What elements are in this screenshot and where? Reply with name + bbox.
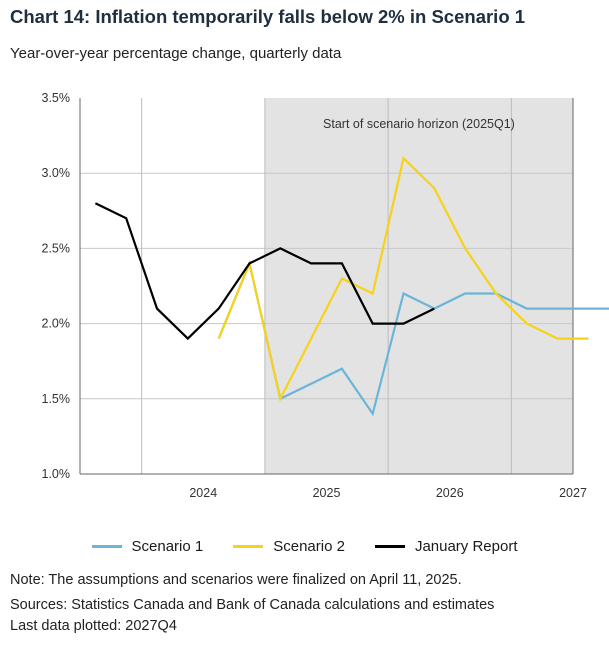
- chart-last-data: Last data plotted: 2027Q4: [10, 618, 177, 634]
- series-line-scenario-1: [217, 259, 609, 417]
- series-line-scenario-2: [217, 156, 589, 402]
- legend-item-january-report: January Report: [374, 538, 518, 555]
- legend-label-scenario-2: Scenario 2: [273, 538, 345, 555]
- scenario-horizon-annotation: Start of scenario horizon (2025Q1): [323, 117, 515, 131]
- chart-note: Note: The assumptions and scenarios were…: [10, 572, 462, 588]
- y-tick-label: 1.5%: [42, 392, 71, 406]
- y-tick-label: 3.5%: [42, 91, 71, 105]
- chart-title: Chart 14: Inflation temporarily falls be…: [10, 6, 526, 27]
- legend-item-scenario-2: Scenario 2: [233, 538, 345, 555]
- legend-label-january-report: January Report: [414, 538, 518, 555]
- y-tick-label: 2.0%: [42, 317, 71, 331]
- x-tick-label: 2026: [436, 486, 464, 500]
- x-tick-label: 2027: [559, 486, 587, 500]
- chart-sources: Sources: Statistics Canada and Bank of C…: [10, 597, 495, 613]
- chart-legend: Scenario 1 Scenario 2 January Report: [0, 538, 609, 555]
- x-tick-label: 2024: [189, 486, 217, 500]
- series-line-january-report: [94, 202, 435, 341]
- legend-swatch-scenario-1: [91, 545, 122, 548]
- y-tick-label: 1.0%: [42, 467, 71, 481]
- chart-subtitle: Year-over-year percentage change, quarte…: [10, 45, 342, 62]
- legend-item-scenario-1: Scenario 1: [91, 538, 204, 555]
- x-tick-label: 2025: [313, 486, 341, 500]
- y-tick-label: 3.0%: [42, 166, 71, 180]
- y-tick-label: 2.5%: [42, 241, 71, 255]
- legend-label-scenario-1: Scenario 1: [131, 538, 204, 555]
- legend-swatch-january-report: [374, 545, 405, 548]
- inflation-line-chart: 1.0% 1.5% 2.0% 2.5% 3.0% 3.5% 2024 2025 2026 2027…: [42, 91, 609, 500]
- scenario-shaded-region: [264, 98, 573, 474]
- legend-swatch-scenario-2: [233, 545, 264, 548]
